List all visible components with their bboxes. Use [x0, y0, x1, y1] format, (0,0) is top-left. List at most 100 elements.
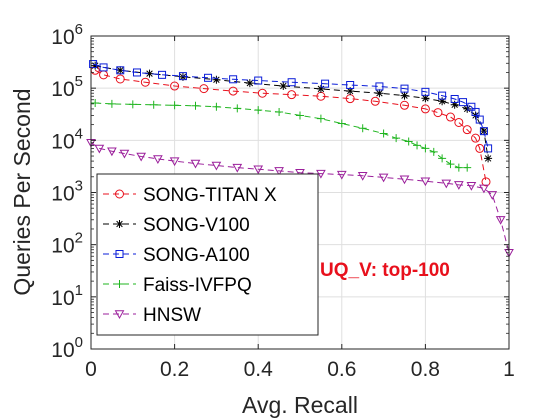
data-point-shape [438, 154, 447, 163]
data-point [479, 184, 489, 194]
data-point-shape [91, 61, 100, 70]
x-tick-label: 0 [85, 358, 97, 381]
data-point-shape [128, 100, 137, 109]
data-point [170, 81, 180, 91]
data-point [91, 61, 100, 70]
data-point [358, 124, 367, 133]
data-point-shape [149, 100, 158, 109]
y-tick-base: 10 [51, 78, 74, 101]
data-point [463, 163, 472, 172]
data-point [463, 104, 472, 113]
x-axis-title: Avg. Recall [242, 392, 358, 418]
data-point [316, 169, 326, 179]
data-point [400, 91, 409, 100]
data-point-shape [116, 66, 125, 75]
data-point [128, 100, 137, 109]
data-point [450, 100, 459, 109]
data-point [257, 88, 267, 98]
data-point-shape [296, 111, 304, 120]
data-point-shape [228, 86, 238, 96]
legend-marker [115, 250, 124, 258]
legend-marker-shape [115, 189, 124, 199]
data-point [438, 154, 447, 163]
data-point-shape [245, 79, 254, 88]
data-point-shape [275, 107, 284, 116]
data-point-shape [132, 68, 141, 77]
data-point-shape [346, 87, 355, 96]
x-tick-label: 0.6 [327, 358, 356, 381]
data-point [316, 84, 325, 93]
data-point [453, 181, 464, 190]
data-point-shape [421, 144, 430, 153]
data-point-shape [199, 84, 209, 94]
data-point-shape [107, 147, 117, 157]
legend-entry-4: HNSW [103, 305, 201, 326]
data-point-shape [279, 82, 288, 91]
data-point [438, 97, 447, 106]
data-point-shape [375, 89, 384, 98]
data-point-shape [471, 107, 480, 116]
y-tick-label: 102 [51, 230, 83, 258]
data-point-shape [232, 163, 243, 173]
data-point [115, 74, 125, 84]
y-tick-base: 10 [51, 235, 74, 258]
data-point [479, 127, 488, 136]
data-point-shape [211, 161, 222, 171]
data-point [454, 117, 464, 127]
data-point [336, 170, 347, 180]
data-point-shape [392, 134, 401, 143]
y-axis-title: Queries Per Second [9, 88, 35, 295]
data-point-shape [316, 84, 325, 93]
data-point [149, 100, 158, 109]
data-point-shape [400, 91, 409, 100]
y-tick-exponent: 4 [75, 125, 83, 142]
data-point-shape [378, 173, 389, 183]
data-point [153, 155, 163, 164]
data-point-shape [178, 72, 187, 81]
data-point [392, 134, 401, 143]
data-point-shape [370, 96, 380, 106]
data-point-shape [287, 78, 296, 87]
data-point [107, 99, 116, 108]
data-point-shape [212, 102, 221, 111]
data-point-shape [467, 102, 476, 111]
data-point [94, 144, 105, 154]
data-point [357, 171, 368, 181]
data-point [228, 86, 238, 96]
data-point-shape [420, 177, 431, 187]
data-point [413, 141, 422, 150]
data-point [204, 73, 213, 82]
data-point-shape [357, 171, 368, 181]
data-point [140, 77, 150, 87]
data-point [212, 102, 221, 111]
series-1 [91, 61, 493, 163]
data-point-shape [421, 87, 430, 96]
series-3 [91, 98, 472, 172]
data-point [254, 76, 263, 85]
y-tick-label: 101 [51, 282, 83, 310]
data-point [107, 147, 117, 157]
data-point [445, 112, 455, 122]
data-point-shape [170, 81, 180, 91]
data-point [459, 98, 468, 107]
y-tick-base: 10 [51, 183, 74, 206]
data-point-shape [420, 104, 430, 114]
data-point [471, 107, 480, 116]
data-point [158, 70, 167, 79]
x-tick-label: 0.8 [411, 358, 440, 381]
data-point [316, 114, 325, 123]
data-point [116, 66, 125, 75]
y-tick-exponent: 1 [75, 282, 83, 299]
legend-marker [114, 310, 125, 320]
data-point-shape [89, 60, 98, 69]
data-point-shape [404, 137, 413, 146]
data-point-shape [145, 69, 154, 78]
data-point [99, 63, 108, 72]
y-tick-label: 106 [51, 21, 83, 49]
y-tick-base: 10 [51, 26, 74, 49]
data-point [232, 163, 243, 173]
data-point-shape [454, 163, 463, 172]
data-point [487, 191, 498, 200]
annotation-label: UQ_V: top-100 [320, 260, 450, 281]
